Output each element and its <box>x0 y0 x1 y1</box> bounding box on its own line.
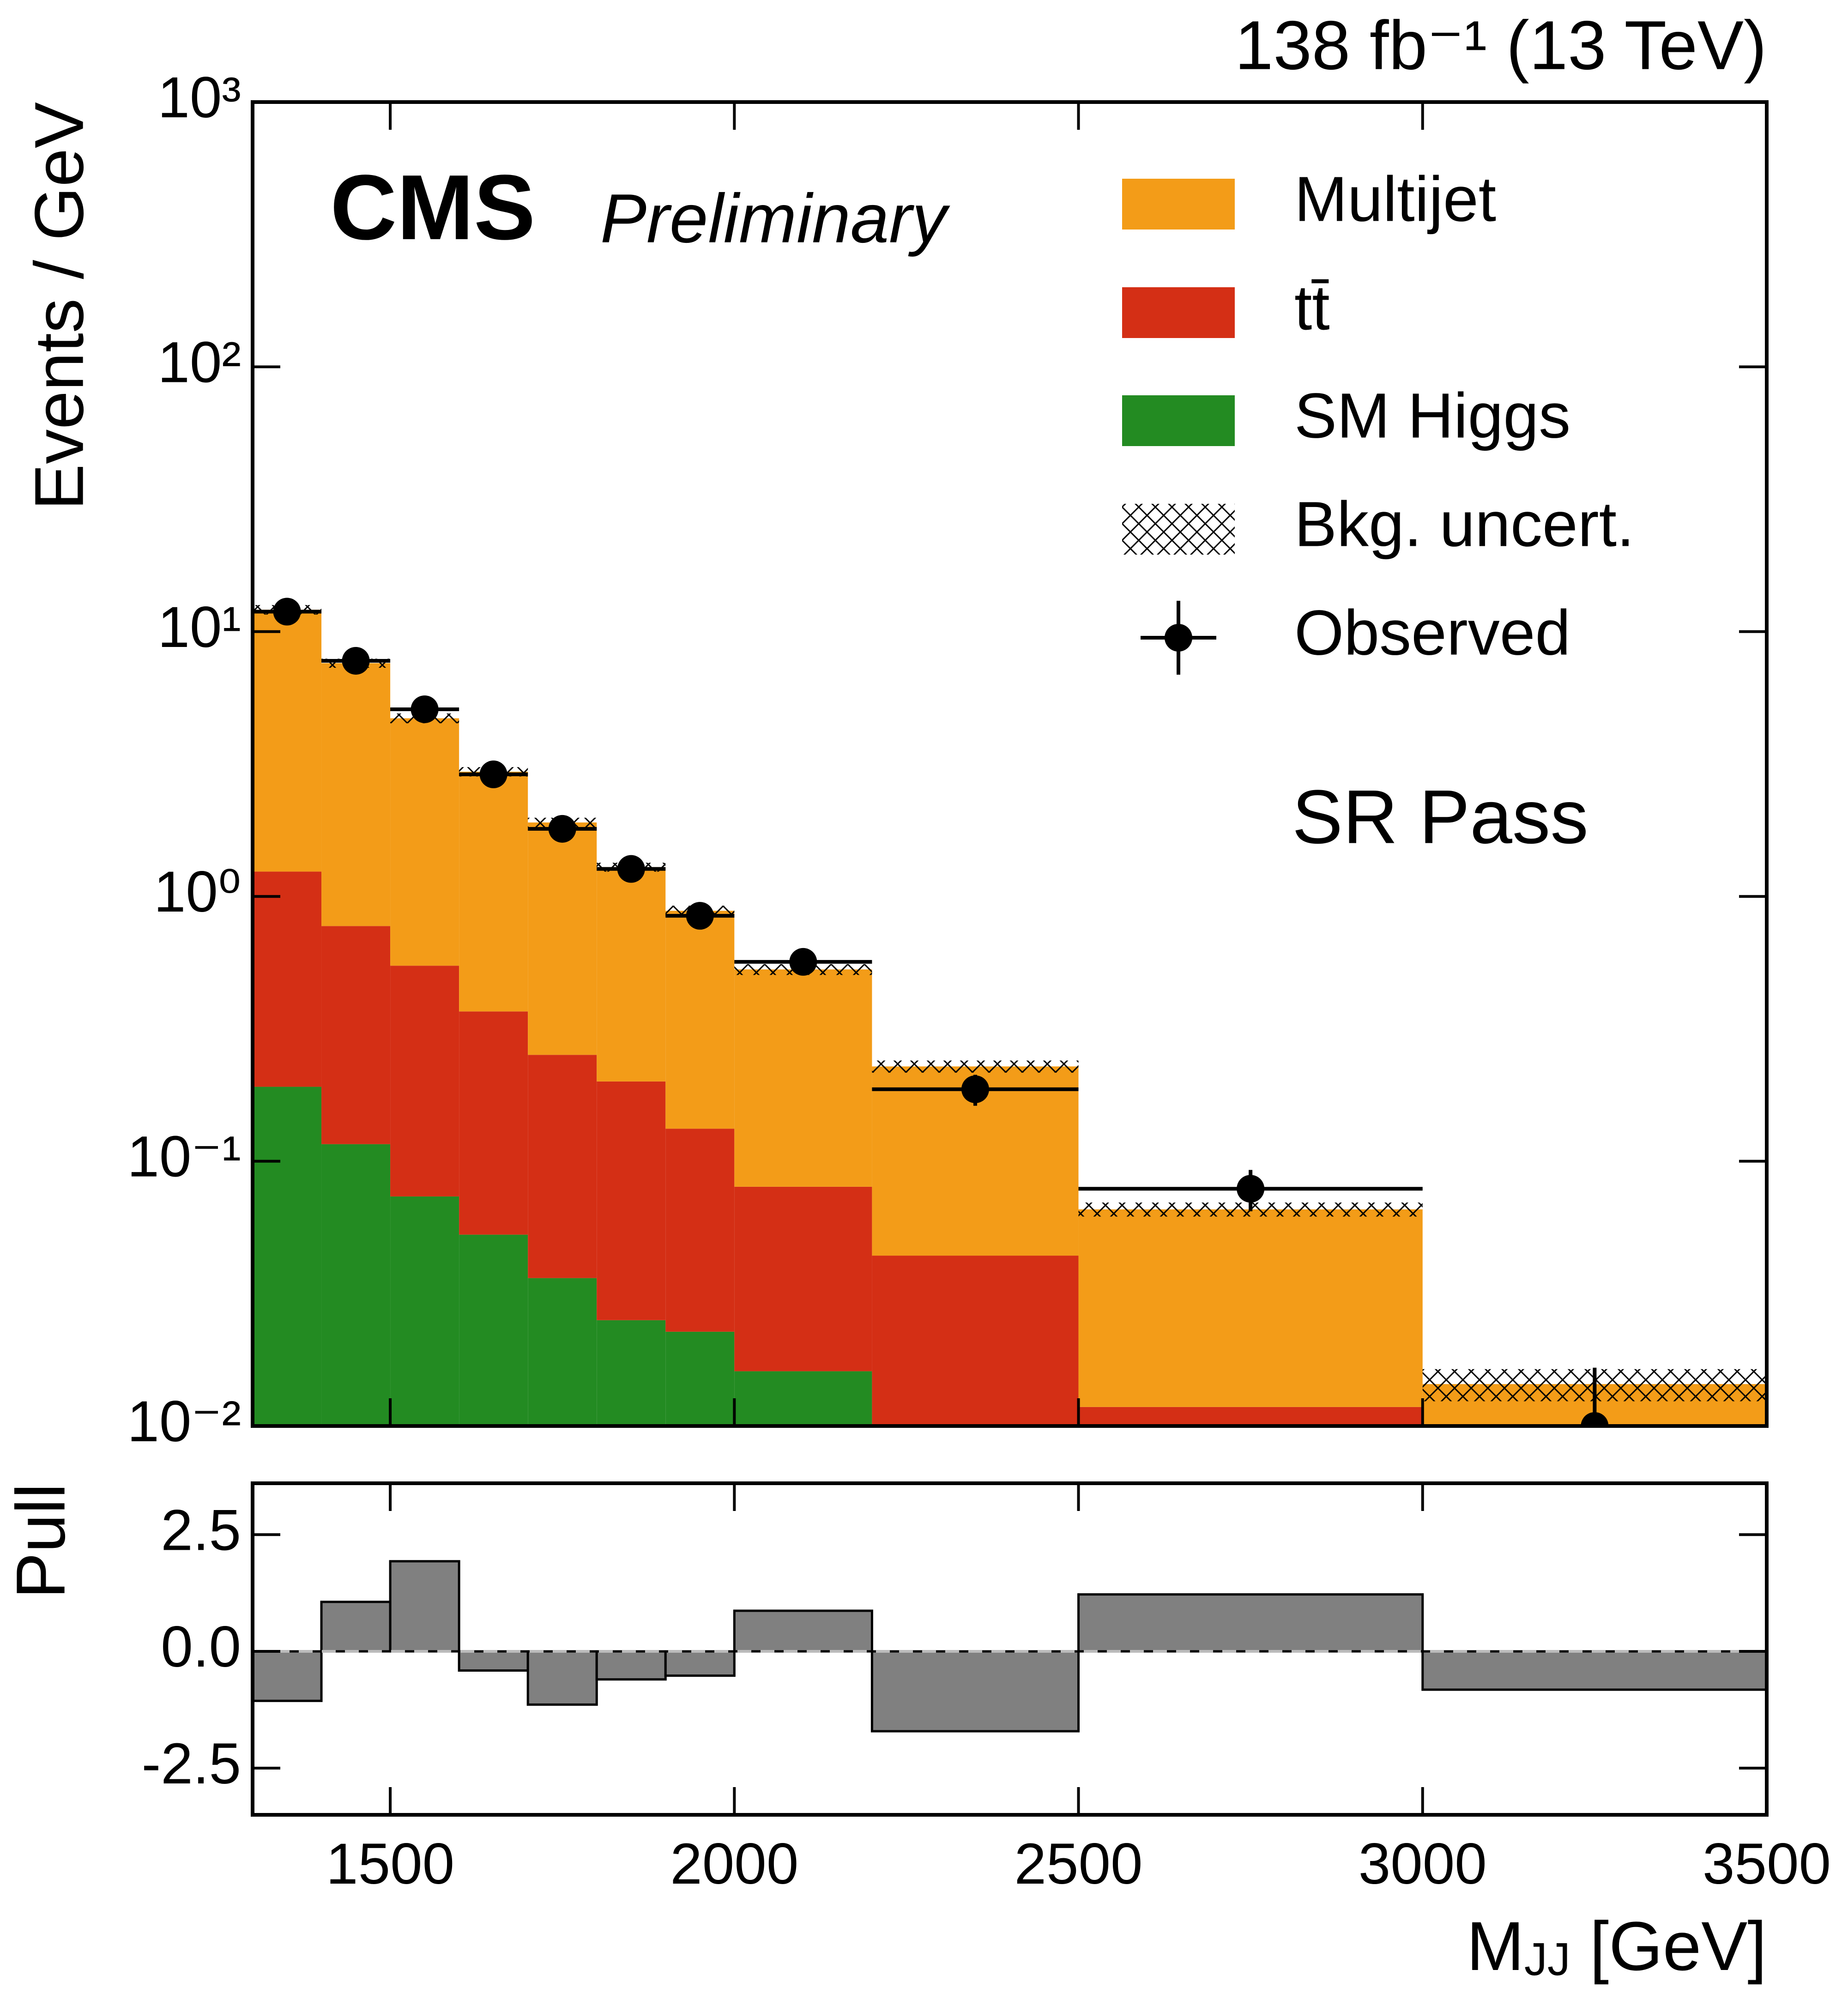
stack-bar <box>321 663 391 926</box>
stack-bar <box>390 966 459 1196</box>
x-tick-label: 3500 <box>1703 1832 1831 1896</box>
x-label-main: M <box>1467 1907 1524 1985</box>
stack-bar <box>665 1331 735 1426</box>
stack-bar <box>253 1087 322 1426</box>
pull-frame <box>251 1481 1769 1817</box>
observed-point <box>342 647 370 675</box>
stack-bar <box>734 969 872 1187</box>
stack-bar <box>390 718 459 966</box>
pull-bar <box>1077 1593 1424 1653</box>
pull-bar <box>389 1560 460 1653</box>
observed-point <box>617 855 645 883</box>
stack-bar <box>528 1278 597 1426</box>
y-tick-label: 10¹ <box>157 595 241 659</box>
lumi-title: 138 fb⁻¹ (13 TeV) <box>1235 6 1767 84</box>
stack-bar <box>597 867 666 1082</box>
stack-bar <box>665 1129 735 1332</box>
y-tick-label: 10³ <box>157 66 241 130</box>
pull-bar <box>526 1650 598 1706</box>
region-label: SR Pass <box>1292 774 1588 859</box>
stack-bar <box>734 1186 872 1372</box>
x-label-unit: [GeV] <box>1570 1907 1767 1985</box>
main-frame <box>251 100 1769 1428</box>
stack-bar <box>321 926 391 1144</box>
stack-bar <box>459 1234 528 1426</box>
stack-bar <box>528 1055 597 1278</box>
legend-label: Observed <box>1294 597 1570 668</box>
observed-point <box>789 948 817 976</box>
x-tick-label: 2000 <box>670 1832 798 1896</box>
stack-bar <box>872 1256 1079 1426</box>
stack-bar <box>597 1081 666 1320</box>
observed-point <box>548 815 576 843</box>
pull-bar <box>253 1650 323 1702</box>
y-tick-label: 10⁰ <box>154 860 241 924</box>
legend-swatch <box>1122 395 1235 446</box>
x-axis-label: MJJ [GeV] <box>1467 1907 1767 1986</box>
observed-point <box>961 1075 989 1103</box>
legend-swatch <box>1122 287 1235 338</box>
y-tick-label: 10⁻¹ <box>127 1125 241 1189</box>
x-tick-label: 1500 <box>326 1832 454 1896</box>
pull-plot <box>253 1560 1767 1733</box>
pull-y-tick-label: 0.0 <box>161 1615 241 1679</box>
legend-marker <box>1165 624 1192 652</box>
observed-point <box>479 760 507 788</box>
pull-bar <box>733 1609 873 1653</box>
legend-label: tt̄ <box>1294 272 1330 343</box>
x-label-sub: JJ <box>1524 1934 1570 1985</box>
main-plot <box>253 598 1767 1426</box>
y-tick-label: 10² <box>157 330 241 394</box>
y-tick-label: 10⁻² <box>127 1390 241 1454</box>
pull-bar <box>320 1601 392 1653</box>
y-axis-label: Events / GeV <box>20 102 98 510</box>
legend-swatch <box>1122 179 1235 230</box>
stack-bar <box>1078 1209 1423 1407</box>
pull-bar <box>1421 1650 1767 1691</box>
stack-bar <box>253 871 322 1087</box>
x-tick-label: 3000 <box>1359 1832 1487 1896</box>
stack-bar <box>459 772 528 1012</box>
stack-bar <box>665 911 735 1129</box>
pull-bar <box>870 1650 1080 1733</box>
x-tick-label: 2500 <box>1015 1832 1143 1896</box>
stack-bar <box>528 822 597 1055</box>
pull-y-tick-label: 2.5 <box>161 1498 241 1562</box>
pull-bar <box>664 1650 736 1677</box>
uncertainty-band <box>872 1060 1079 1073</box>
stack-bar <box>734 1371 872 1426</box>
observed-point <box>273 598 301 626</box>
overlay: 10⁻² 10⁻¹ 10⁰ 10¹ 10² 10³ Multijet tt̄ SM Higgs B… <box>127 66 1831 1896</box>
stack-bar <box>1078 1407 1423 1426</box>
legend-label: Bkg. uncert. <box>1294 489 1634 560</box>
observed-point <box>1237 1175 1265 1203</box>
observed-point <box>411 695 439 723</box>
pull-axis-label: Pull <box>2 1483 79 1599</box>
cms-label: CMS <box>330 156 535 259</box>
legend-label: Multijet <box>1294 163 1496 235</box>
stack-bar <box>597 1320 666 1426</box>
observed-point <box>1581 1412 1609 1426</box>
pull-y-tick-label: -2.5 <box>142 1732 241 1796</box>
stack-bar <box>321 1144 391 1426</box>
stack-bar <box>459 1011 528 1235</box>
pull-bar <box>458 1650 529 1672</box>
observed-point <box>686 902 714 930</box>
legend-label: SM Higgs <box>1294 380 1570 451</box>
pull-bar <box>595 1650 667 1681</box>
legend-swatch-hatch <box>1122 504 1235 555</box>
stack-bar <box>253 610 322 872</box>
cms-sublabel: Preliminary <box>600 180 950 257</box>
stack-bar <box>390 1196 459 1426</box>
